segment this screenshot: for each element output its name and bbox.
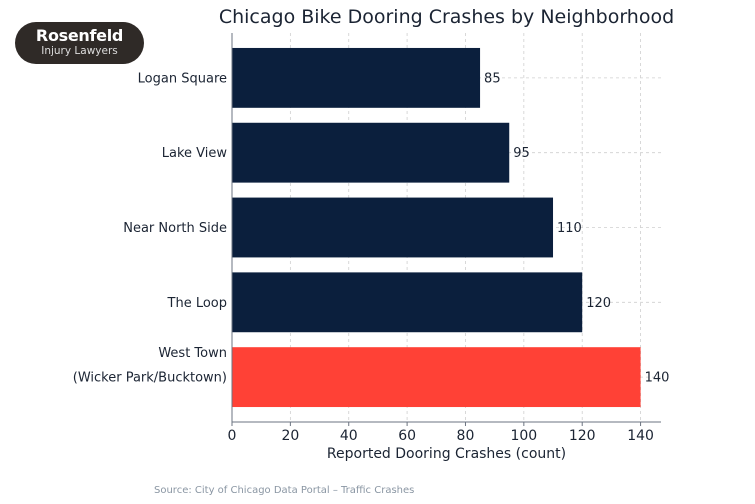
x-axis-label: Reported Dooring Crashes (count) — [327, 446, 566, 462]
logo-line2: Injury Lawyers — [41, 45, 118, 57]
data-label: 140 — [645, 371, 670, 386]
x-tick-label: 20 — [281, 428, 299, 444]
bar — [232, 47, 481, 108]
bar — [232, 272, 583, 333]
chart-title: Chicago Bike Dooring Crashes by Neighbor… — [219, 6, 674, 28]
category-label: (Wicker Park/Bucktown) — [73, 371, 227, 386]
x-tick-label: 40 — [340, 428, 358, 444]
source-note: Source: City of Chicago Data Portal – Tr… — [154, 485, 415, 496]
category-label: West Town — [158, 346, 227, 361]
x-tick-label: 140 — [627, 428, 654, 444]
category-label: Near North Side — [123, 221, 227, 236]
bar — [232, 347, 641, 408]
x-tick-label: 0 — [228, 428, 237, 444]
category-label: Logan Square — [138, 71, 227, 86]
x-tick-label: 60 — [398, 428, 416, 444]
x-tick-label: 100 — [510, 428, 537, 444]
bar — [232, 197, 554, 258]
data-label: 120 — [586, 296, 611, 311]
data-label: 85 — [484, 71, 501, 86]
category-label: Lake View — [162, 146, 228, 161]
data-label: 95 — [513, 146, 530, 161]
x-tick-label: 80 — [457, 428, 475, 444]
rosenfeld-logo: Rosenfeld Injury Lawyers — [15, 22, 144, 64]
bar — [232, 122, 510, 183]
data-label: 110 — [557, 221, 582, 236]
x-tick-label: 120 — [569, 428, 596, 444]
logo-line1: Rosenfeld — [35, 26, 124, 45]
category-label: The Loop — [167, 296, 227, 311]
